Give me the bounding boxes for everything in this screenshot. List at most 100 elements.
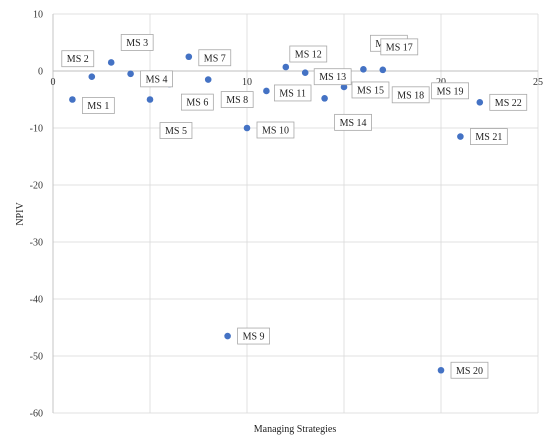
point-label-text: MS 15 — [357, 85, 384, 96]
axes — [52, 14, 538, 413]
point-label-text: MS 21 — [475, 132, 502, 143]
point-label-box — [489, 93, 528, 111]
point-label-box — [313, 68, 352, 86]
data-point — [107, 59, 115, 66]
point-label-text: MS 19 — [437, 86, 464, 97]
point-label-box — [120, 34, 154, 51]
y-tick-label: -10 — [30, 124, 43, 135]
point-label-box — [469, 128, 508, 145]
data-points — [69, 53, 484, 374]
point-label: MS 3 — [120, 34, 154, 51]
point-label-box — [82, 97, 115, 114]
point-label-text: MS 4 — [146, 74, 168, 85]
x-axis-title: Managing Strategies — [254, 424, 337, 435]
point-label-text: MS 2 — [67, 54, 89, 65]
point-label: MS 7 — [198, 49, 232, 67]
data-point — [379, 66, 387, 74]
point-label: MS 21 — [469, 128, 508, 145]
point-label: MS 1 — [82, 97, 115, 114]
y-tick-label: -20 — [30, 181, 43, 192]
point-label: MS 2 — [61, 50, 95, 68]
point-label-box — [180, 93, 214, 111]
point-label-box — [198, 49, 232, 67]
x-tick-label: 10 — [242, 77, 252, 88]
point-label-text: MS 12 — [295, 50, 322, 61]
point-label: MS 14 — [334, 113, 372, 131]
y-tick-label: -50 — [30, 352, 43, 363]
point-label: MS 13 — [313, 68, 352, 86]
y-tick-label: 0 — [38, 67, 43, 78]
data-point — [321, 95, 328, 102]
point-label: MS 17 — [380, 38, 419, 56]
y-tick-label: -60 — [30, 409, 43, 420]
point-label-text: MS 3 — [126, 38, 148, 49]
point-label-text: MS 9 — [243, 332, 265, 343]
data-point — [437, 366, 445, 374]
data-point — [88, 73, 96, 80]
data-point — [224, 332, 231, 340]
point-label-box — [334, 113, 372, 131]
point-label: MS 11 — [273, 84, 312, 102]
point-label-text: MS 7 — [204, 53, 226, 64]
point-label-text: MS 13 — [319, 72, 346, 83]
data-point — [243, 124, 251, 132]
data-point — [146, 96, 154, 103]
data-point — [476, 99, 484, 106]
point-label-text: MS 22 — [495, 98, 522, 109]
data-point — [127, 70, 134, 78]
data-point — [282, 63, 290, 71]
x-tick-label: 25 — [533, 77, 543, 88]
point-label-text: MS 10 — [262, 126, 289, 137]
point-label-box — [351, 81, 390, 99]
data-point — [360, 65, 367, 73]
point-label-box — [450, 361, 489, 379]
point-label: MS 20 — [450, 361, 489, 379]
y-tick-label: -30 — [30, 238, 43, 249]
point-label: MS 15 — [351, 81, 390, 99]
data-point — [301, 69, 309, 77]
point-label-box — [61, 50, 95, 68]
point-label-box — [220, 91, 254, 108]
point-label-text: MS 20 — [456, 366, 483, 377]
point-label-box — [289, 45, 328, 63]
point-labels: MS 1 MS 2 MS 3 MS 4 MS 5 MS 6 MS 7 MS 8 MS 9 MS 1… — [61, 34, 528, 379]
point-label: MS 12 — [289, 45, 328, 63]
point-label: MS 22 — [489, 93, 528, 111]
point-label: MS 4 — [140, 70, 173, 88]
data-point — [69, 96, 76, 103]
gridlines — [53, 13, 539, 414]
data-point — [457, 133, 464, 140]
point-label: MS 5 — [159, 122, 193, 139]
data-point — [340, 83, 348, 91]
point-label: MS 6 — [180, 93, 214, 111]
y-axis-title: NPIV — [15, 202, 26, 226]
point-label-box — [237, 327, 270, 345]
data-point — [204, 76, 212, 83]
data-point — [185, 53, 193, 61]
y-tick-label: -40 — [30, 295, 43, 306]
point-label-text: MS 8 — [226, 95, 248, 106]
point-label-text: MS 17 — [386, 42, 413, 53]
point-label-box — [391, 86, 430, 104]
point-label-text: MS 18 — [397, 90, 424, 101]
point-label: MS 10 — [256, 121, 295, 139]
point-label-box — [140, 70, 173, 88]
point-label-box — [273, 84, 312, 102]
x-tick-label: 0 — [51, 77, 56, 88]
point-label-text: MS 11 — [279, 88, 306, 99]
point-label-box — [256, 121, 295, 139]
point-label: MS 9 — [237, 327, 270, 345]
point-label-box — [159, 122, 193, 139]
point-label-text: MS 6 — [186, 98, 208, 109]
point-label-box — [431, 82, 469, 100]
point-label: MS 18 — [391, 86, 430, 104]
point-label-text: MS 1 — [87, 101, 109, 112]
point-label: MS 19 — [431, 82, 469, 100]
point-label: MS 8 — [220, 91, 254, 108]
y-tick-label: 10 — [33, 10, 43, 21]
data-point — [263, 87, 270, 95]
point-label-text: MS 14 — [340, 118, 367, 129]
point-label-text: MS 5 — [165, 126, 187, 137]
point-label-box — [380, 38, 419, 56]
